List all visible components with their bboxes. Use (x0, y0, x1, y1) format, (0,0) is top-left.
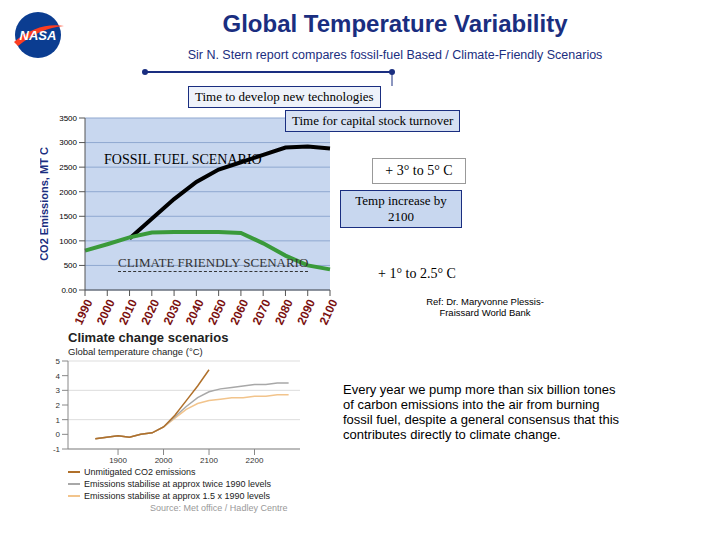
svg-text:5: 5 (56, 357, 61, 366)
svg-text:1900: 1900 (109, 456, 127, 465)
svg-text:2080: 2080 (272, 297, 296, 327)
svg-text:0.00: 0.00 (61, 286, 77, 295)
html-text:Time to develop new technologi: Time to develop new technologies (195, 89, 374, 104)
html-text:Source: Met office / Hadley Ce: Source: Met office / Hadley Centre (150, 503, 288, 513)
html-text:Every year we pump more than s: Every year we pump more than six billion… (343, 382, 620, 442)
svg-text:3: 3 (56, 386, 61, 395)
svg-text:4: 4 (56, 372, 61, 381)
svg-text:2030: 2030 (161, 297, 185, 327)
svg-text:2020: 2020 (138, 297, 162, 327)
svg-text:-1: -1 (53, 445, 61, 454)
svg-text:2010: 2010 (116, 297, 140, 327)
svg-text:3000: 3000 (59, 138, 77, 147)
svg-text:2060: 2060 (227, 297, 251, 327)
svg-text:2000: 2000 (59, 188, 77, 197)
svg-text:NASA: NASA (20, 28, 57, 43)
svg-text:2050: 2050 (205, 297, 229, 327)
svg-text:2040: 2040 (183, 297, 207, 327)
svg-text:1000: 1000 (59, 237, 77, 246)
svg-text:1990: 1990 (71, 297, 95, 327)
svg-text:2000: 2000 (155, 456, 173, 465)
svg-text:0: 0 (56, 430, 61, 439)
html-text:Global temperature change (°C): Global temperature change (°C) (68, 346, 203, 357)
svg-text:2: 2 (56, 401, 61, 410)
html-text:Unmitigated CO2 emissions: Unmitigated CO2 emissions (84, 467, 196, 477)
svg-text:3500: 3500 (59, 114, 77, 123)
html-text:Temp increase by 2100: Temp increase by 2100 (355, 193, 447, 224)
svg-text:1500: 1500 (59, 212, 77, 221)
svg-text:1: 1 (56, 416, 61, 425)
svg-text:2070: 2070 (250, 297, 274, 327)
html-text:FOSSIL FUEL SCENARIO: FOSSIL FUEL SCENARIO (104, 152, 262, 167)
html-text:Ref: Dr. Maryvonne Plessis-Fra: Ref: Dr. Maryvonne Plessis-Fraissard Wor… (426, 296, 544, 318)
html-text:Global Temperature Variability: Global Temperature Variability (222, 10, 568, 37)
svg-text:2200: 2200 (246, 456, 264, 465)
html-text:Climate change scenarios: Climate change scenarios (68, 330, 229, 345)
html-text:+ 1° to 2.5° C: + 1° to 2.5° C (378, 266, 456, 281)
html-text:Emissions stabilise at approx: Emissions stabilise at approx twice 1990… (84, 479, 272, 489)
svg-text:CO2 Emissions, MT C: CO2 Emissions, MT C (40, 147, 50, 261)
html-text:CLIMATE FRIENDLY SCENARIO: CLIMATE FRIENDLY SCENARIO (118, 255, 309, 270)
html-text:Sir N. Stern report compares f: Sir N. Stern report compares fossil-fuel… (187, 48, 603, 62)
html-text:Time for capital stock turnove: Time for capital stock turnover (292, 113, 454, 128)
svg-text:2100: 2100 (200, 456, 218, 465)
html-text:+ 3° to 5° C: + 3° to 5° C (385, 163, 453, 178)
svg-text:2090: 2090 (294, 297, 318, 327)
svg-text:2000: 2000 (94, 297, 118, 327)
svg-text:2100: 2100 (316, 297, 340, 327)
svg-text:2500: 2500 (59, 163, 77, 172)
html-text:Emissions stabilise at approx: Emissions stabilise at approx 1.5 x 1990… (84, 491, 271, 501)
svg-text:500: 500 (64, 261, 78, 270)
